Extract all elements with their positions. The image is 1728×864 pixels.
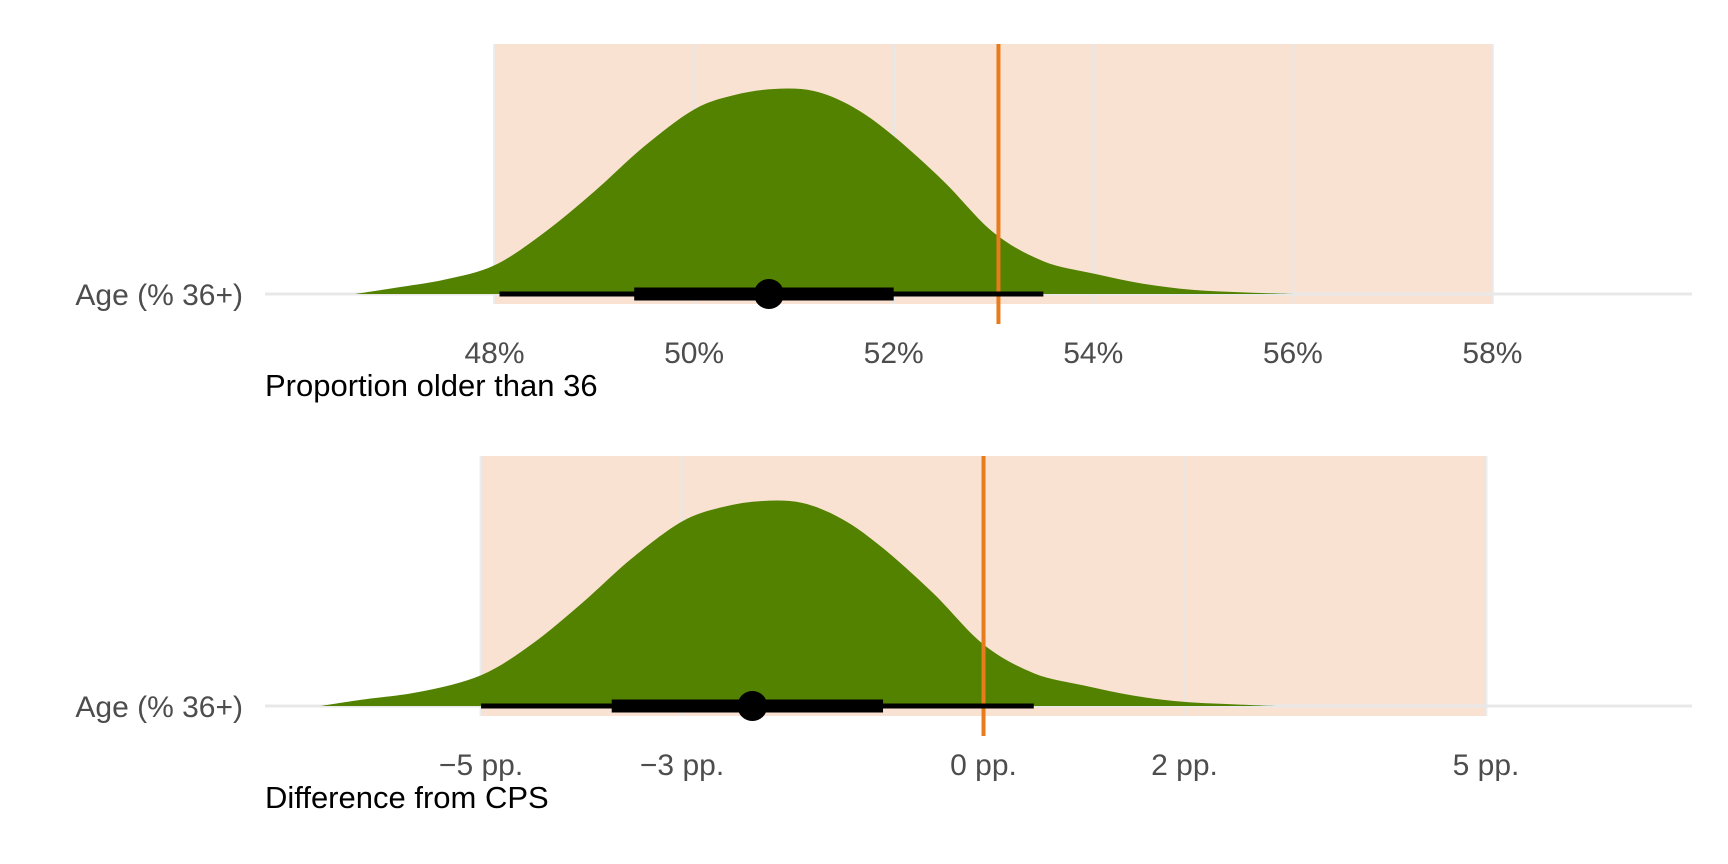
x-tick-label: 58% [1462,337,1522,370]
x-axis-title: Proportion older than 36 [265,368,598,403]
x-tick-label: 54% [1063,337,1123,370]
x-tick-label: 2 pp. [1151,749,1218,782]
density-area [354,88,1293,294]
point-estimate [737,691,768,721]
x-tick-label: 5 pp. [1453,749,1520,782]
panel-difference: Age (% 36+) −5 pp. −3 pp. 0 pp. 2 pp. 5 pp. Di… [75,456,1692,815]
x-tick-label: −5 pp. [439,749,523,782]
x-tick-label: 48% [464,337,524,370]
density-area [320,500,1275,706]
x-tick-label: 50% [664,337,724,370]
x-axis-title: Difference from CPS [265,780,549,815]
panel-proportion: Age (% 36+) 48% 50% 52% 54% 56% 58% Proportion … [75,44,1692,403]
category-label: Age (% 36+) [75,691,243,724]
point-estimate [753,279,784,309]
x-tick-label: 52% [864,337,924,370]
x-tick-label: 0 pp. [950,749,1017,782]
x-tick-label: −3 pp. [640,749,724,782]
category-label: Age (% 36+) [75,279,243,312]
x-tick-label: 56% [1263,337,1323,370]
